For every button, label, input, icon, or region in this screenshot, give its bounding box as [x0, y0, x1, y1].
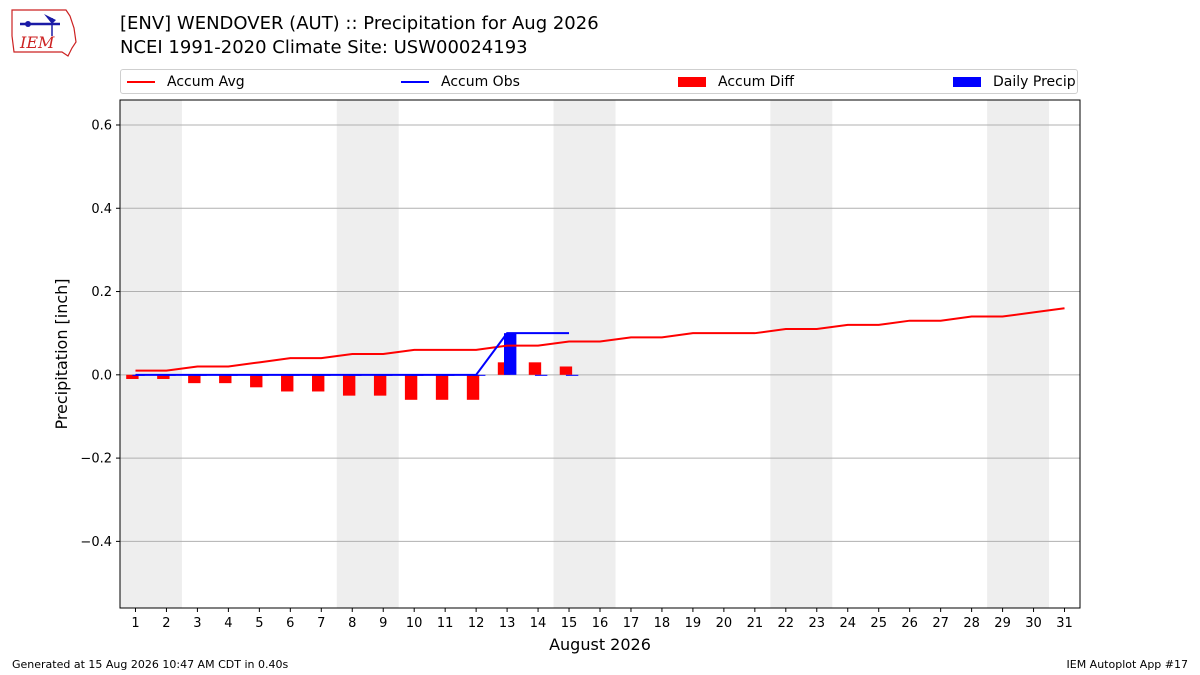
- x-tick-label: 21: [747, 616, 764, 631]
- legend-item-daily-precip: Daily Precip: [953, 73, 1076, 91]
- x-tick-label: 23: [809, 616, 826, 631]
- x-tick-label: 3: [193, 616, 201, 631]
- x-tick-label: 11: [437, 616, 454, 631]
- line-series: [135, 307, 1065, 376]
- footer-generated: Generated at 15 Aug 2026 10:47 AM CDT in…: [12, 658, 289, 671]
- legend-label-accum-obs: Accum Obs: [441, 74, 520, 90]
- y-axis-ticks: −0.4 −0.2 0.0 0.2 0.4 0.6: [80, 118, 120, 550]
- weekend-band-1: [120, 100, 182, 608]
- iem-logo-icon: IEM: [11, 9, 77, 57]
- daily-precip-bar: [565, 374, 579, 376]
- legend-label-daily-precip: Daily Precip: [993, 74, 1076, 90]
- legend-item-accum-avg: Accum Avg: [127, 73, 245, 91]
- x-tick-label: 9: [379, 616, 387, 631]
- x-tick-label: 6: [286, 616, 294, 631]
- accum-diff-bar: [466, 374, 480, 400]
- accum-obs-line: [135, 332, 570, 376]
- x-tick-label: 1: [131, 616, 139, 631]
- x-tick-label: 4: [224, 616, 232, 631]
- accum-diff-bar: [250, 374, 263, 388]
- weekend-band-5: [987, 100, 1050, 608]
- y-tick-label: 0.6: [91, 118, 112, 133]
- x-tick-label: 19: [685, 616, 702, 631]
- y-tick-label: −0.4: [80, 535, 112, 550]
- x-tick-label: 17: [623, 616, 640, 631]
- x-tick-label: 18: [654, 616, 671, 631]
- x-tick-label: 30: [1025, 616, 1042, 631]
- y-tick-label: −0.2: [80, 452, 112, 467]
- daily-precip-bar: [504, 333, 517, 375]
- legend-swatch-daily-precip: [953, 77, 981, 87]
- x-tick-label: 8: [348, 616, 356, 631]
- legend-swatch-accum-avg: [127, 81, 155, 83]
- chart-subtitle: NCEI 1991-2020 Climate Site: USW00024193: [120, 37, 528, 58]
- daily-precip-bar: [473, 374, 486, 376]
- x-tick-label: 28: [963, 616, 980, 631]
- bar-marks: [126, 333, 579, 400]
- weekend-bands: [120, 100, 1050, 608]
- x-tick-label: 25: [870, 616, 887, 631]
- chart-title: [ENV] WENDOVER (AUT) :: Precipitation fo…: [120, 13, 599, 34]
- accum-diff-bar: [528, 362, 542, 375]
- iem-logo: IEM: [8, 6, 80, 58]
- accum-diff-bar: [373, 374, 387, 396]
- x-tick-label: 20: [716, 616, 733, 631]
- legend-swatch-accum-diff: [678, 77, 706, 87]
- x-tick-label: 7: [317, 616, 325, 631]
- x-tick-label: 13: [499, 616, 516, 631]
- x-tick-label: 15: [561, 616, 578, 631]
- accum-diff-bar: [435, 374, 449, 400]
- daily-precip-bar: [534, 374, 548, 376]
- accum-avg-line: [135, 307, 1065, 372]
- legend-swatch-accum-obs: [401, 81, 429, 83]
- x-tick-label: 27: [932, 616, 949, 631]
- x-tick-label: 31: [1056, 616, 1073, 631]
- x-tick-label: 12: [468, 616, 485, 631]
- x-tick-label: 22: [778, 616, 795, 631]
- y-tick-label: 0.0: [91, 368, 112, 383]
- x-tick-label: 10: [406, 616, 423, 631]
- accum-diff-bar: [342, 374, 356, 396]
- x-axis-ticks: 1 2 3 4 5 6 7 8 9 10 11 12 13 14 15 16 17 18 19 20 21 22 23 24 2…: [131, 608, 1073, 631]
- x-tick-label: 26: [901, 616, 918, 631]
- accum-diff-bar: [157, 374, 170, 379]
- weekend-band-3: [553, 100, 616, 608]
- accum-diff-bar: [219, 374, 232, 384]
- accum-diff-bar: [188, 374, 201, 384]
- accum-diff-bar: [126, 374, 139, 379]
- accum-diff-bar: [404, 374, 418, 400]
- x-tick-label: 2: [162, 616, 170, 631]
- legend-item-accum-obs: Accum Obs: [401, 73, 520, 91]
- legend-label-accum-avg: Accum Avg: [167, 74, 245, 90]
- x-tick-label: 5: [255, 616, 263, 631]
- accum-diff-bar: [312, 374, 325, 392]
- y-axis-label: Precipitation [inch]: [52, 278, 71, 429]
- weekend-band-4: [770, 100, 833, 608]
- x-tick-label: 29: [994, 616, 1011, 631]
- x-tick-label: 24: [839, 616, 856, 631]
- legend-item-accum-diff: Accum Diff: [678, 73, 794, 91]
- logo-text: IEM: [19, 33, 55, 52]
- legend-label-accum-diff: Accum Diff: [718, 74, 795, 90]
- gridlines: [120, 124, 1080, 542]
- chart-legend: Accum Avg Accum Obs Accum Diff Daily Pre…: [120, 69, 1078, 94]
- accum-diff-bar: [559, 366, 573, 375]
- y-tick-label: 0.4: [91, 202, 112, 217]
- footer-app: IEM Autoplot App #17: [1066, 658, 1189, 671]
- y-tick-label: 0.2: [91, 285, 112, 300]
- accum-diff-bar: [281, 374, 294, 392]
- x-tick-label: 14: [530, 616, 547, 631]
- x-tick-label: 16: [592, 616, 609, 631]
- x-axis-label: August 2026: [549, 635, 651, 654]
